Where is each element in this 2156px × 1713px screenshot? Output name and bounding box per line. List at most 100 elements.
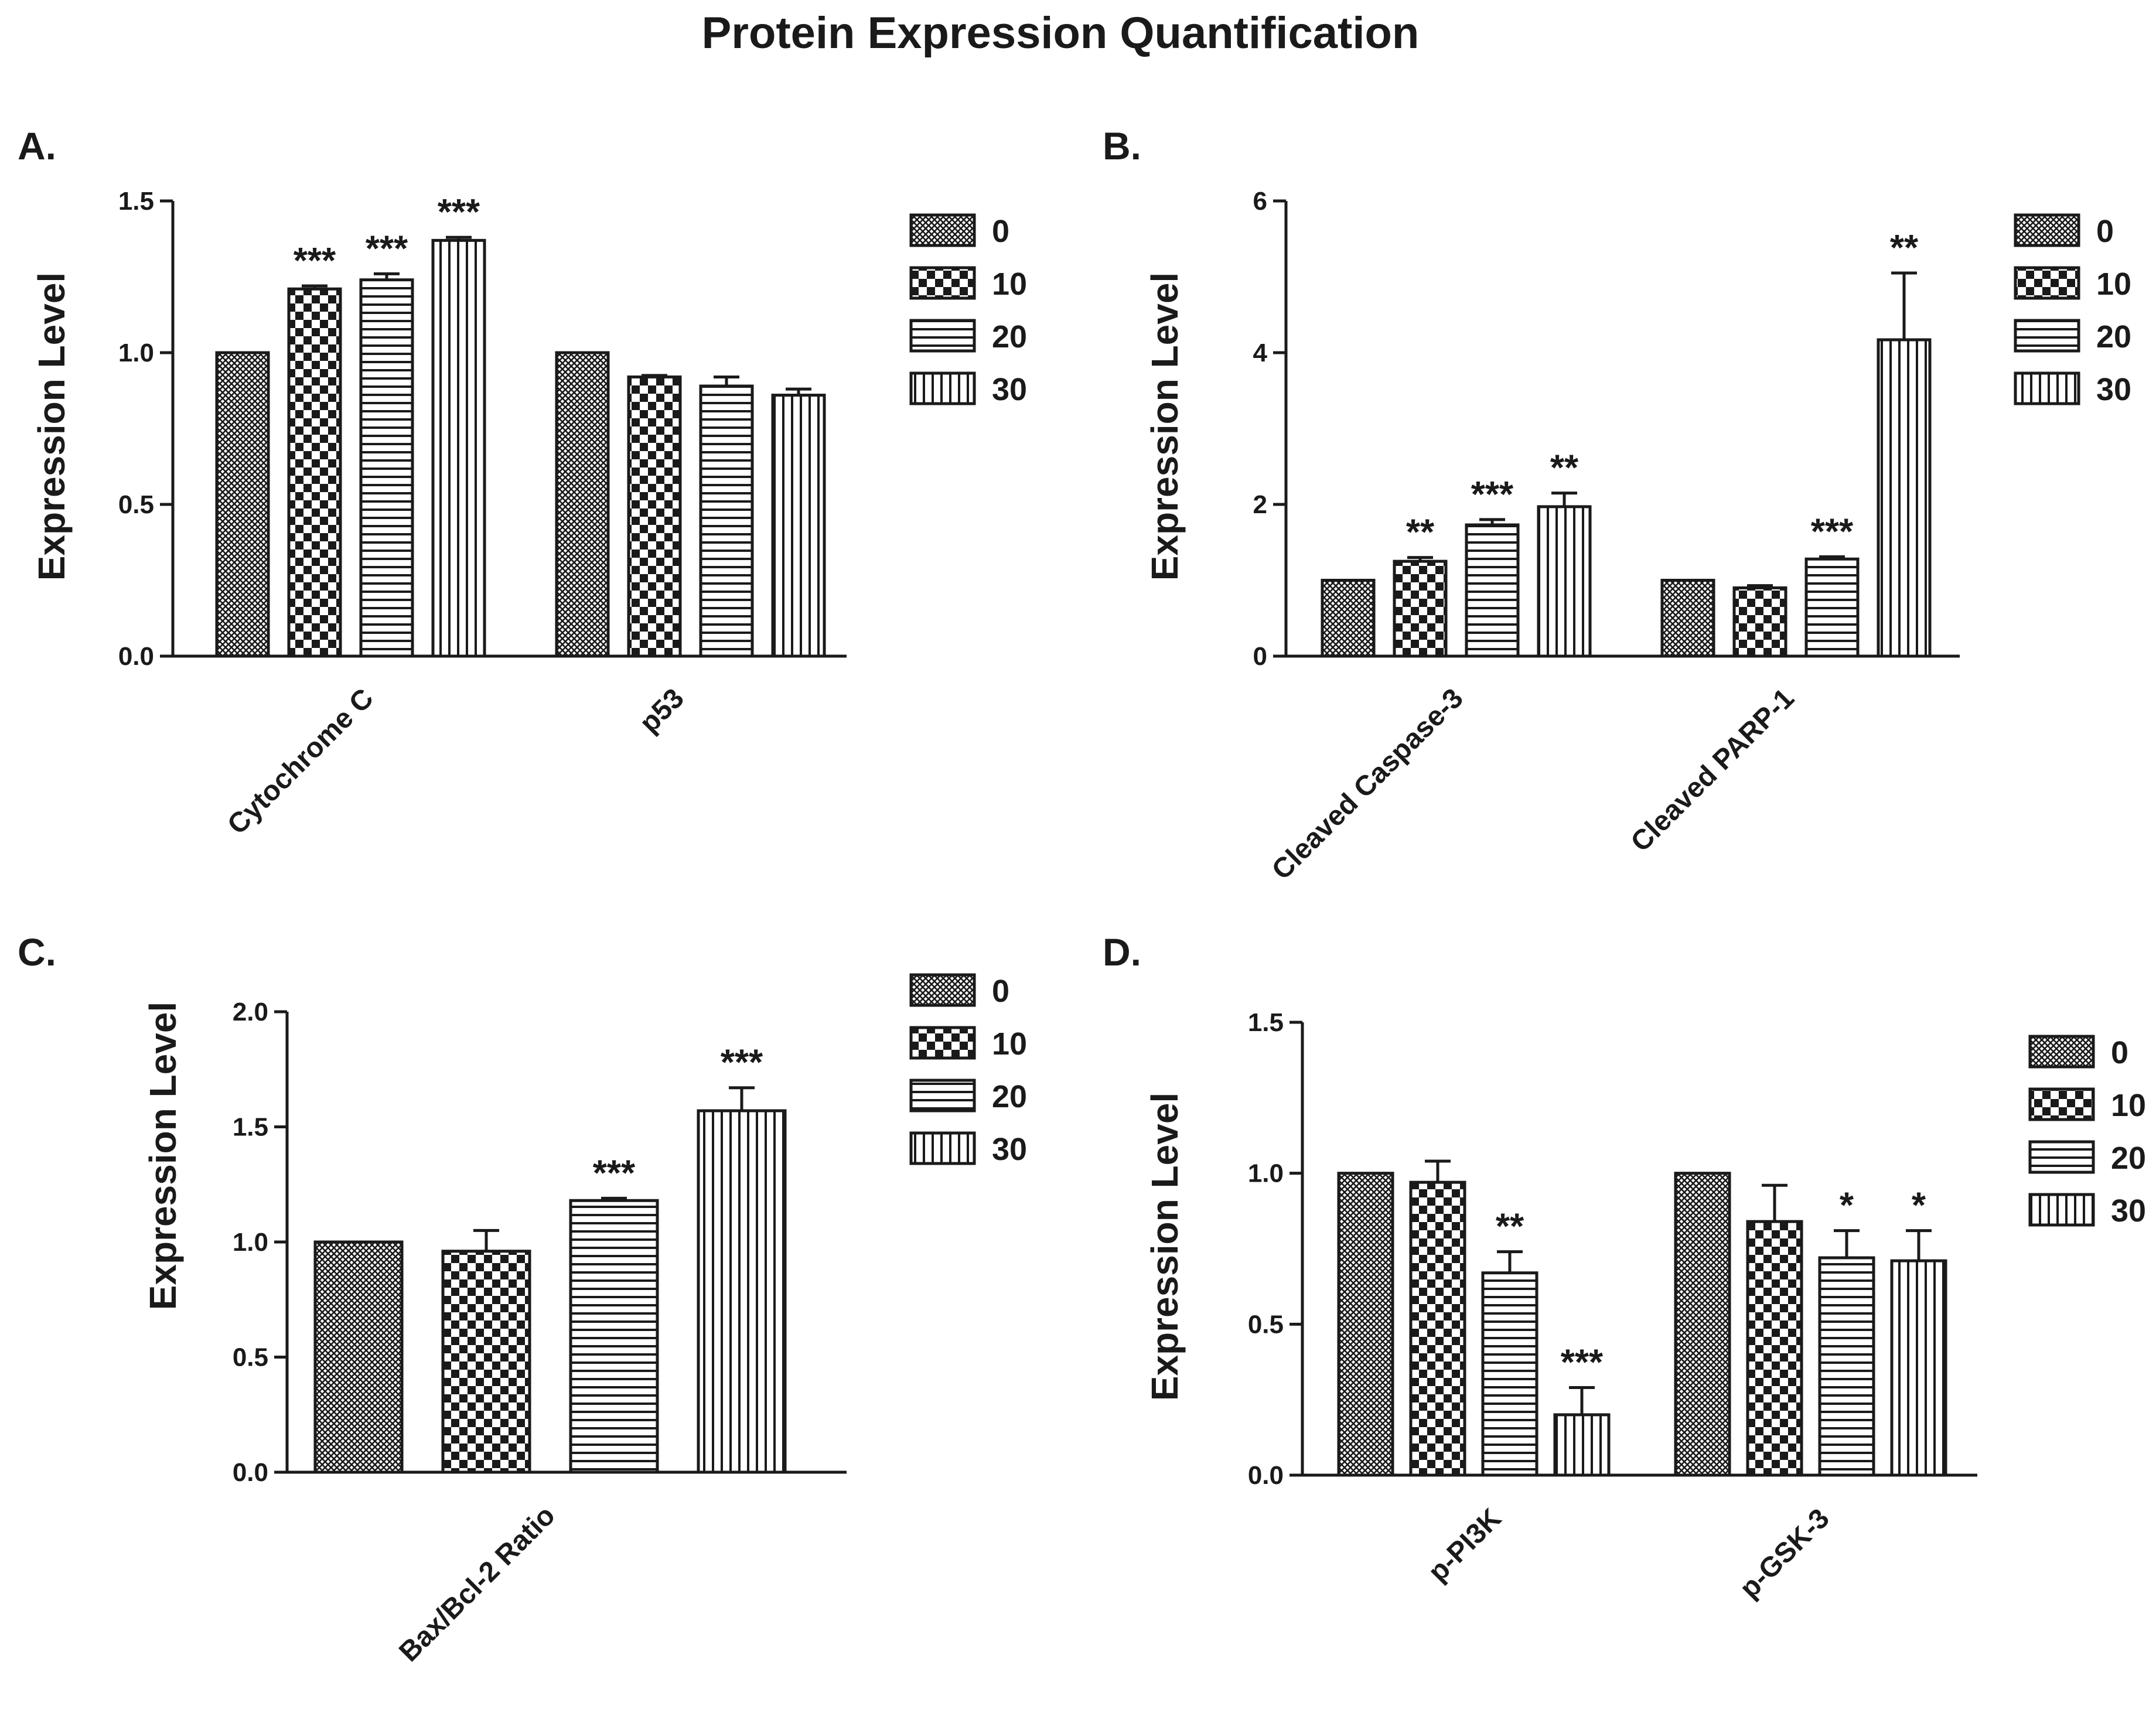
y-axis-label: Expression Level xyxy=(1144,272,1186,581)
y-tick-label: 1.5 xyxy=(1248,1008,1284,1037)
significance-label: *** xyxy=(366,228,408,269)
bar xyxy=(1481,1271,1538,1477)
error-bar xyxy=(1425,1159,1451,1183)
y-axis-label: Expression Level xyxy=(142,1002,184,1310)
legend-swatch xyxy=(909,1131,976,1165)
category-label: Cleaved Caspase-3 xyxy=(1266,683,1469,886)
bar xyxy=(313,1240,404,1474)
legend-swatch xyxy=(909,371,976,405)
error-bar xyxy=(1551,492,1577,507)
bar xyxy=(1553,1413,1611,1477)
error-bar xyxy=(714,375,739,386)
error-bar xyxy=(1834,1229,1860,1258)
bar xyxy=(1732,586,1787,658)
y-tick-label: 1.0 xyxy=(118,339,154,367)
bar xyxy=(359,278,414,658)
panel-label: B. xyxy=(1103,124,1141,168)
bar xyxy=(771,394,826,658)
panel-label: D. xyxy=(1103,930,1141,974)
significance-label: * xyxy=(1840,1186,1854,1226)
legend-swatch xyxy=(2028,1140,2095,1174)
bar xyxy=(699,384,754,658)
legend-label: 20 xyxy=(992,319,1027,354)
y-tick-label: 1.5 xyxy=(233,1113,268,1142)
bar xyxy=(555,351,610,658)
bar xyxy=(1321,579,1376,658)
significance-label: *** xyxy=(438,192,480,233)
legend-swatch xyxy=(909,1026,976,1060)
significance-label: ** xyxy=(1890,228,1919,268)
legend-label: 30 xyxy=(2096,372,2131,407)
legend-swatch xyxy=(909,213,976,247)
bar xyxy=(1877,338,1932,658)
bar xyxy=(1393,559,1448,658)
bar xyxy=(1746,1220,1803,1477)
y-tick-label: 2.0 xyxy=(233,998,268,1026)
category-label: p-PI3K xyxy=(1422,1503,1507,1588)
error-bar xyxy=(1497,1250,1523,1273)
legend-swatch xyxy=(909,266,976,300)
legend-swatch xyxy=(2028,1035,2095,1069)
error-bar xyxy=(473,1229,499,1251)
category-label: Cleaved PARP-1 xyxy=(1625,683,1800,858)
significance-label: *** xyxy=(1561,1343,1604,1383)
legend-label: 30 xyxy=(992,1132,1027,1167)
legend-label: 30 xyxy=(992,372,1027,407)
chart-panel-3: C. Expression Level 0.0 0.5 1.0 1.5 2.0 *** *** B… xyxy=(18,930,1027,1668)
bar xyxy=(1890,1259,1947,1477)
bar xyxy=(1660,579,1715,658)
legend-label: 10 xyxy=(992,1026,1027,1062)
y-tick-label: 6 xyxy=(1253,187,1267,216)
significance-label: *** xyxy=(1811,511,1854,552)
bar xyxy=(431,238,486,658)
bar xyxy=(1674,1172,1731,1477)
category-label: p-GSK-3 xyxy=(1734,1503,1836,1604)
legend-swatch xyxy=(909,973,976,1007)
error-bar xyxy=(1762,1183,1787,1222)
legend-swatch xyxy=(909,319,976,353)
y-tick-label: 0.0 xyxy=(118,642,154,671)
y-tick-label: 0.5 xyxy=(1248,1310,1284,1339)
panel-label: C. xyxy=(18,930,56,974)
bar xyxy=(441,1250,531,1474)
chart-panel-1: A. Expression Level 0.0 0.5 1.0 1.5 *** *** *** C… xyxy=(18,124,1027,841)
legend-label: 10 xyxy=(2096,267,2131,302)
figure-title: Protein Expression Quantification xyxy=(702,8,1420,58)
bar xyxy=(569,1199,659,1474)
bar xyxy=(697,1109,787,1474)
category-label: Bax/Bcl-2 Ratio xyxy=(393,1500,561,1667)
bar xyxy=(1804,557,1860,658)
bar xyxy=(287,287,342,658)
legend-label: 20 xyxy=(2111,1141,2146,1176)
significance-label: *** xyxy=(1471,475,1514,515)
y-tick-label: 0.0 xyxy=(233,1458,268,1487)
y-tick-label: 1.0 xyxy=(1248,1159,1284,1188)
significance-label: *** xyxy=(721,1043,763,1083)
legend-label: 10 xyxy=(992,267,1027,302)
y-tick-label: 0.5 xyxy=(233,1343,268,1372)
legend: 0 10 20 30 xyxy=(909,973,1027,1167)
legend-label: 10 xyxy=(2111,1088,2146,1123)
y-tick-label: 0 xyxy=(1253,642,1267,671)
legend-swatch xyxy=(2014,371,2080,405)
category-label: p53 xyxy=(634,683,690,739)
legend-label: 0 xyxy=(992,974,1009,1009)
legend-swatch xyxy=(2028,1193,2095,1227)
y-tick-label: 1.5 xyxy=(118,187,154,216)
y-tick-label: 0.5 xyxy=(118,490,154,519)
significance-label: ** xyxy=(1550,448,1579,489)
error-bar xyxy=(1906,1229,1932,1261)
bar xyxy=(1465,523,1520,658)
legend: 0 10 20 30 xyxy=(2028,1035,2146,1229)
y-tick-label: 2 xyxy=(1253,490,1267,519)
significance-label: ** xyxy=(1406,513,1435,553)
significance-label: *** xyxy=(593,1153,636,1193)
legend-label: 0 xyxy=(2111,1035,2128,1070)
legend-label: 20 xyxy=(2096,319,2131,354)
significance-label: ** xyxy=(1496,1207,1524,1247)
legend: 0 10 20 30 xyxy=(909,213,1027,407)
legend-label: 30 xyxy=(2111,1193,2146,1229)
category-label: Cytochrome C xyxy=(221,683,379,840)
legend-swatch xyxy=(2028,1087,2095,1121)
